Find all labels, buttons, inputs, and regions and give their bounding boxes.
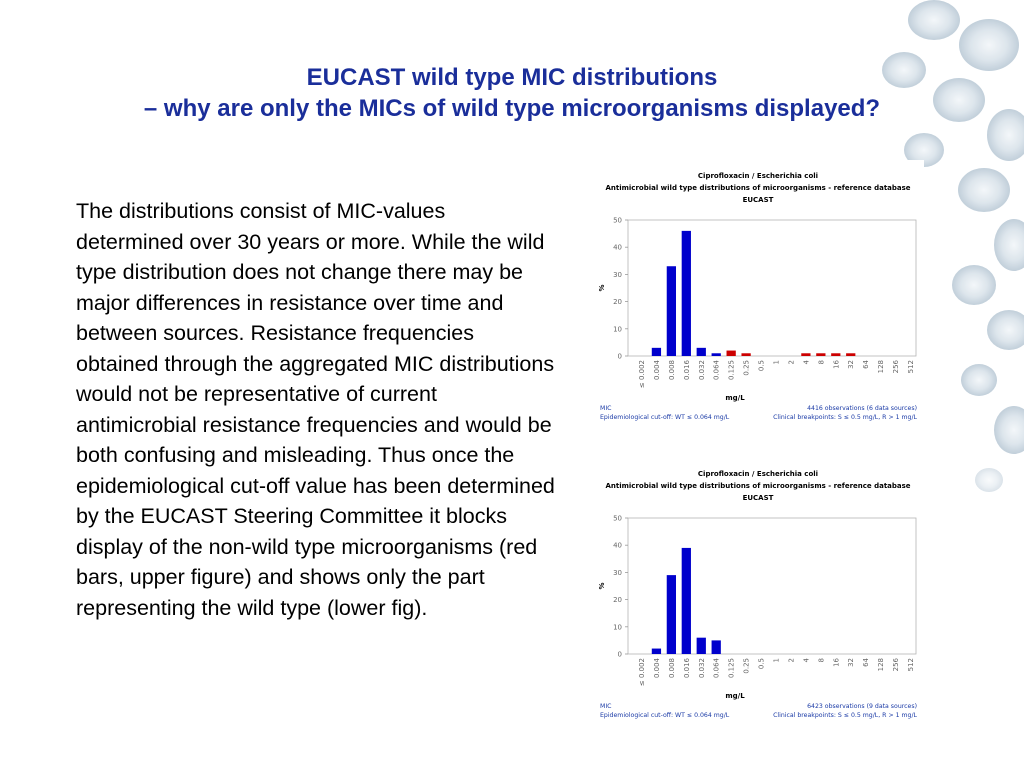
y-axis-label: % (598, 582, 606, 589)
bar-0.008 (666, 575, 677, 654)
bar-0.016 (681, 547, 691, 654)
chart-source: EUCAST (743, 196, 774, 204)
x-tick-label: 256 (892, 657, 900, 671)
slide-title-line-2: – why are only the MICs of wild type mic… (143, 95, 881, 122)
x-tick-label: 0.25 (743, 360, 751, 376)
x-tick-label: 2 (787, 658, 795, 662)
x-tick-label: 0.125 (728, 360, 736, 380)
x-tick-label: 128 (877, 360, 885, 373)
x-tick-label: 512 (907, 360, 915, 373)
x-tick-label: 0.008 (668, 658, 676, 678)
footer-observations: 6423 observations (9 data sources) (807, 703, 917, 710)
bar-0.032 (696, 347, 706, 356)
x-tick-label: ≤ 0.002 (638, 658, 646, 686)
footer-observations: 4416 observations (6 data sources) (807, 405, 917, 412)
x-tick-label: 128 (877, 658, 885, 671)
mic-distribution-chart-lower: Ciprofloxacin / Escherichia coli Antimicr… (592, 458, 924, 720)
slide-body-text: The distributions consist of MIC-values … (76, 199, 555, 620)
x-tick-label: 0.064 (713, 657, 721, 678)
bar-32 (846, 353, 856, 356)
x-tick-label: 0.004 (653, 657, 661, 678)
y-tick-label: 0 (618, 353, 622, 361)
footer-epidemiological-cutoff: Epidemiological cut-off: WT ≤ 0.064 mg/L (600, 712, 730, 719)
x-tick-label: 4 (802, 359, 810, 364)
bar-4 (801, 353, 811, 356)
bar-0.004 (651, 347, 662, 356)
bar-0.25 (741, 353, 751, 356)
x-tick-label: 64 (862, 359, 870, 368)
mic-distribution-chart-upper: Ciprofloxacin / Escherichia coli Antimicr… (592, 160, 924, 422)
x-tick-label: 1 (773, 360, 781, 364)
x-tick-label: 4 (802, 657, 810, 662)
y-tick-label: 30 (613, 271, 622, 279)
y-tick-label: 40 (613, 244, 622, 252)
y-axis-label: % (598, 284, 606, 291)
x-tick-label: 512 (907, 658, 915, 671)
x-axis-label: mg/L (725, 394, 745, 402)
mic-chart-svg-upper: Ciprofloxacin / Escherichia coli Antimicr… (598, 172, 918, 421)
x-tick-label: 0.016 (683, 359, 691, 380)
x-tick-label: 32 (847, 360, 855, 369)
x-tick-label: 8 (817, 658, 825, 662)
footer-mic-label: MIC (600, 703, 611, 710)
slide-title-line-1: EUCAST wild type MIC distributions (306, 64, 718, 91)
footer-epidemiological-cutoff: Epidemiological cut-off: WT ≤ 0.064 mg/L (600, 414, 730, 421)
chart-title: Ciprofloxacin / Escherichia coli (698, 470, 818, 478)
footer-mic-label: MIC (600, 405, 611, 412)
bar-16 (831, 353, 841, 356)
footer-clinical-breakpoints: Clinical breakpoints: S ≤ 0.5 mg/L, R > … (773, 414, 917, 421)
x-tick-label: 0.064 (713, 359, 721, 380)
y-tick-label: 40 (613, 542, 622, 550)
bar-0.064 (711, 640, 721, 654)
x-tick-label: 0.25 (743, 658, 751, 674)
footer-clinical-breakpoints: Clinical breakpoints: S ≤ 0.5 mg/L, R > … (773, 712, 917, 719)
x-tick-label: 0.5 (758, 360, 766, 371)
x-tick-label: ≤ 0.002 (638, 360, 646, 388)
x-tick-label: 32 (847, 658, 855, 667)
x-tick-label: 0.032 (698, 360, 706, 380)
bar-0.016 (681, 230, 691, 356)
x-tick-label: 0.125 (728, 658, 736, 678)
x-axis-label: mg/L (725, 692, 745, 700)
y-tick-label: 10 (613, 325, 622, 333)
bar-0.064 (711, 353, 721, 356)
x-tick-label: 2 (787, 360, 795, 364)
y-tick-label: 50 (613, 515, 622, 523)
y-tick-label: 30 (613, 569, 622, 577)
chart-source: EUCAST (743, 494, 774, 502)
bar-0.008 (666, 266, 677, 356)
x-tick-label: 16 (832, 359, 840, 368)
bar-0.004 (651, 648, 662, 654)
x-tick-label: 16 (832, 657, 840, 666)
chart-subtitle: Antimicrobial wild type distributions of… (605, 184, 910, 192)
x-tick-label: 0.004 (653, 359, 661, 380)
mic-chart-svg-lower: Ciprofloxacin / Escherichia coli Antimicr… (598, 470, 918, 719)
x-tick-label: 1 (773, 658, 781, 662)
x-tick-label: 0.5 (758, 658, 766, 669)
x-tick-label: 0.016 (683, 657, 691, 678)
y-tick-label: 50 (613, 217, 622, 225)
chart-subtitle: Antimicrobial wild type distributions of… (605, 482, 910, 490)
y-tick-label: 0 (618, 651, 622, 659)
x-tick-label: 0.008 (668, 360, 676, 380)
y-tick-label: 20 (613, 298, 622, 306)
bar-0.125 (726, 350, 736, 356)
y-tick-label: 20 (613, 596, 622, 604)
bar-8 (816, 353, 826, 356)
y-tick-label: 10 (613, 623, 622, 631)
x-tick-label: 8 (817, 360, 825, 364)
chart-title: Ciprofloxacin / Escherichia coli (698, 172, 818, 180)
x-tick-label: 0.032 (698, 658, 706, 678)
slide-title: EUCAST wild type MIC distributions – why… (40, 62, 984, 124)
bar-0.032 (696, 637, 706, 654)
x-tick-label: 256 (892, 359, 900, 373)
x-tick-label: 64 (862, 657, 870, 666)
